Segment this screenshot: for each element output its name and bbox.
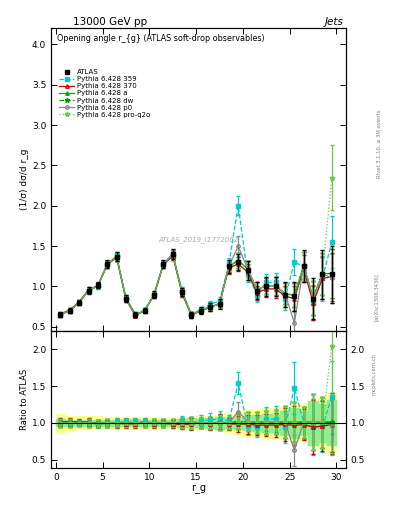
Text: Rivet 3.1.10, ≥ 3M events: Rivet 3.1.10, ≥ 3M events — [377, 109, 382, 178]
Legend: ATLAS, Pythia 6.428 359, Pythia 6.428 370, Pythia 6.428 a, Pythia 6.428 dw, Pyth: ATLAS, Pythia 6.428 359, Pythia 6.428 37… — [57, 68, 152, 119]
Y-axis label: (1/σ) dσ/d r_g: (1/σ) dσ/d r_g — [20, 149, 29, 210]
Text: Opening angle r_{g} (ATLAS soft-drop observables): Opening angle r_{g} (ATLAS soft-drop obs… — [57, 34, 264, 43]
Text: [arXiv:1306.3436]: [arXiv:1306.3436] — [374, 273, 379, 321]
Y-axis label: Ratio to ATLAS: Ratio to ATLAS — [20, 369, 29, 430]
Text: ATLAS_2019_I1772062: ATLAS_2019_I1772062 — [158, 237, 239, 243]
Text: Jets: Jets — [325, 16, 344, 27]
Text: 13000 GeV pp: 13000 GeV pp — [73, 16, 147, 27]
X-axis label: r_g: r_g — [191, 484, 206, 494]
Text: mcplots.cern.ch: mcplots.cern.ch — [372, 353, 376, 395]
